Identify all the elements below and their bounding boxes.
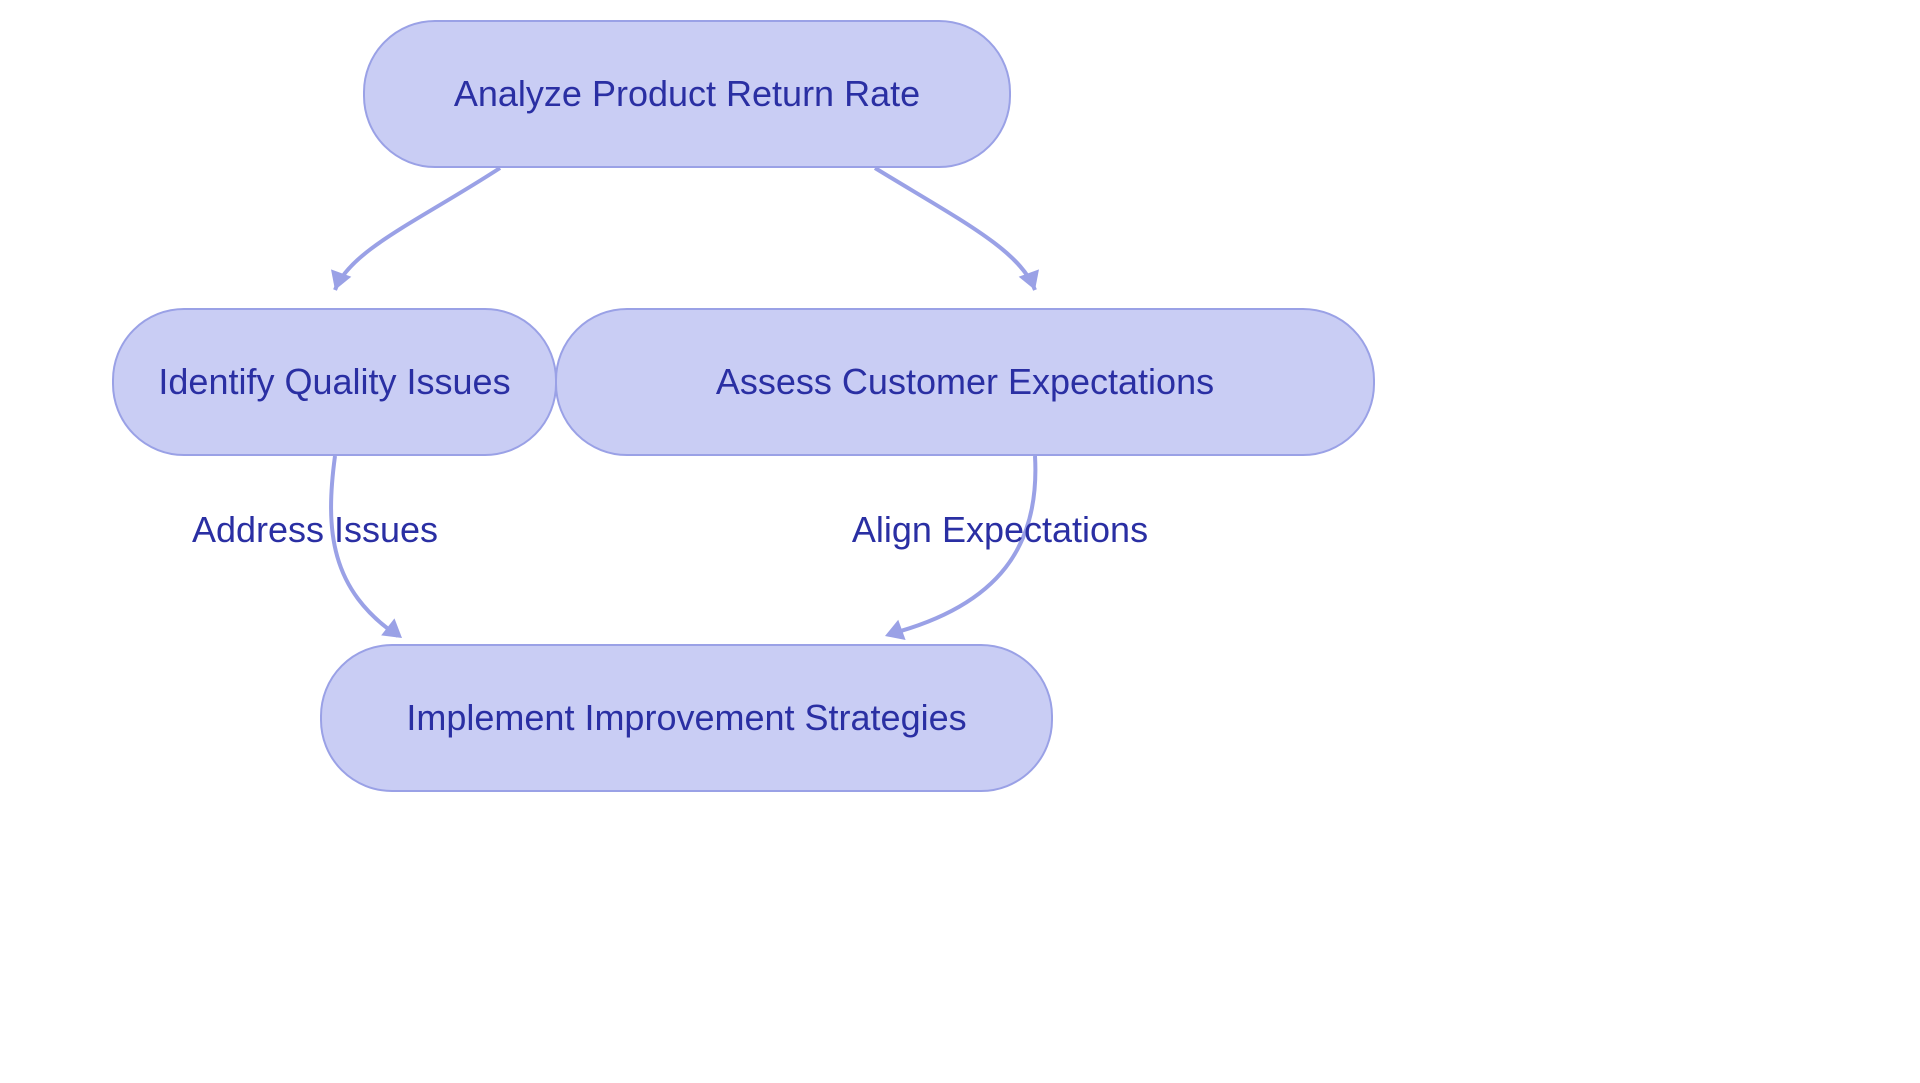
node-implement: Implement Improvement Strategies xyxy=(320,644,1053,792)
arrowhead-analyze-assess xyxy=(1019,269,1039,290)
node-assess: Assess Customer Expectations xyxy=(555,308,1375,456)
edge-label-assess-implement: Align Expectations xyxy=(852,509,1148,551)
node-label-implement: Implement Improvement Strategies xyxy=(406,697,966,739)
arrowhead-analyze-identify xyxy=(331,269,351,290)
flowchart-canvas: Analyze Product Return Rate Identify Qual… xyxy=(0,0,1920,1083)
node-label-analyze: Analyze Product Return Rate xyxy=(454,73,920,115)
node-label-identify: Identify Quality Issues xyxy=(158,361,510,403)
edge-analyze-assess xyxy=(875,168,1035,290)
node-label-assess: Assess Customer Expectations xyxy=(716,361,1214,403)
edge-label-identify-implement: Address Issues xyxy=(192,509,438,551)
node-analyze: Analyze Product Return Rate xyxy=(363,20,1011,168)
node-identify: Identify Quality Issues xyxy=(112,308,557,456)
edge-analyze-identify xyxy=(335,168,500,290)
